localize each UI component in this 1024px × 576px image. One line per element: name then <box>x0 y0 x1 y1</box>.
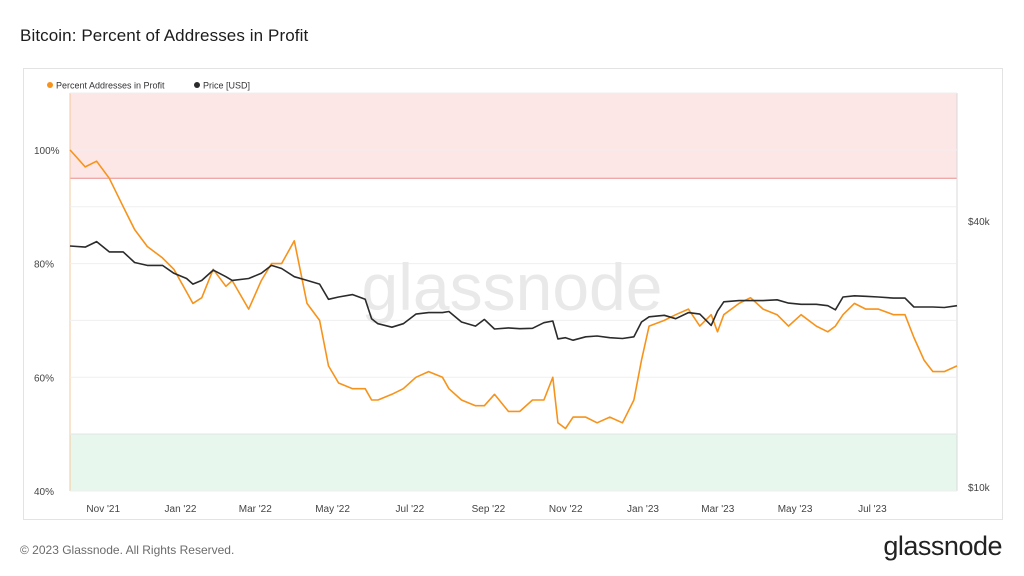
copyright-text: © 2023 Glassnode. All Rights Reserved. <box>20 543 235 557</box>
x-tick-label: Nov '21 <box>86 504 120 515</box>
price-series-line <box>69 240 958 342</box>
x-tick-label: Jul '22 <box>396 504 425 515</box>
x-tick-label: Jan '23 <box>627 504 659 515</box>
glassnode-logo: glassnode <box>883 531 1002 561</box>
legend-label-price: Price [USD] <box>203 81 250 91</box>
legend-swatch-price <box>194 82 200 88</box>
x-tick-label: Sep '22 <box>472 504 506 515</box>
y-tick-label: 80% <box>34 260 54 271</box>
y-tick-label: 40% <box>34 487 54 498</box>
y2-tick-label: $10k <box>968 483 991 494</box>
x-tick-label: May '22 <box>315 504 350 515</box>
x-tick-label: Mar '23 <box>701 504 734 515</box>
y-tick-label: 100% <box>34 146 60 157</box>
y2-tick-label: $40k <box>968 217 991 228</box>
profit-series-line <box>69 149 958 430</box>
x-tick-label: Jul '23 <box>858 504 887 515</box>
legend-swatch-profit <box>47 82 53 88</box>
legend-label-profit: Percent Addresses in Profit <box>56 81 165 91</box>
y-tick-label: 60% <box>34 373 54 384</box>
x-tick-label: Mar '22 <box>239 504 272 515</box>
x-tick-label: Nov '22 <box>549 504 583 515</box>
page-title: Bitcoin: Percent of Addresses in Profit <box>20 26 309 45</box>
upper-band <box>70 93 957 179</box>
x-tick-label: Jan '22 <box>165 504 197 515</box>
x-tick-label: May '23 <box>778 504 813 515</box>
lower-band <box>70 434 957 491</box>
chart-frame <box>23 68 1003 520</box>
watermark: glassnode <box>362 250 663 324</box>
